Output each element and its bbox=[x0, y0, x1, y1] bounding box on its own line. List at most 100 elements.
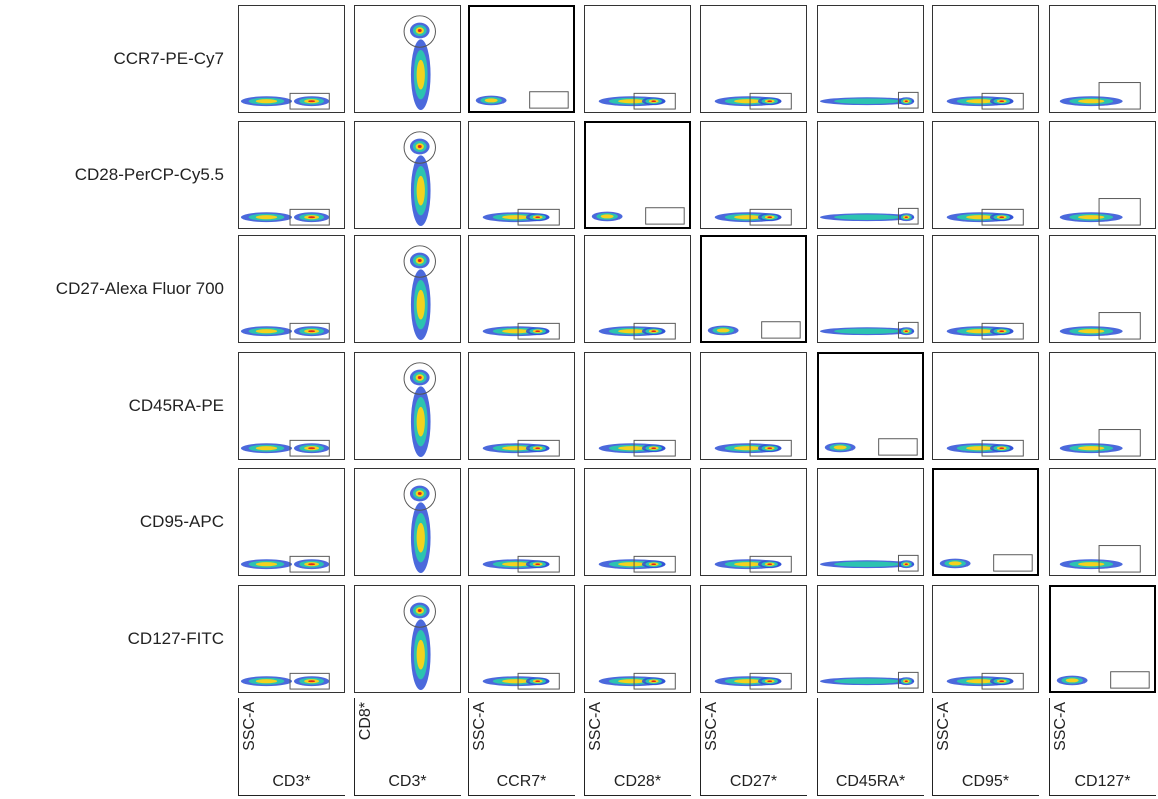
y-axis-line bbox=[817, 698, 818, 796]
cell-population bbox=[1059, 443, 1123, 454]
density-plot bbox=[598, 555, 676, 573]
scatter-panel bbox=[700, 352, 807, 460]
density-plot bbox=[403, 131, 436, 227]
scatter-panel bbox=[584, 585, 691, 693]
cell-population bbox=[240, 96, 292, 107]
density-plot bbox=[714, 208, 792, 226]
cell-population bbox=[641, 327, 666, 336]
density-plot bbox=[1059, 545, 1141, 573]
cell-population bbox=[757, 97, 782, 106]
x-axis-line bbox=[584, 795, 691, 796]
cell-population bbox=[525, 327, 550, 336]
density-plot bbox=[240, 208, 330, 226]
scatter-panel bbox=[354, 121, 461, 229]
cd8-population bbox=[409, 369, 430, 386]
scatter-panel bbox=[700, 235, 807, 343]
density-plot bbox=[714, 672, 792, 690]
cd8-population bbox=[410, 386, 431, 458]
gate-rect bbox=[749, 208, 792, 226]
cd8-population bbox=[409, 138, 430, 155]
gate-rect bbox=[993, 554, 1033, 572]
scatter-panel bbox=[932, 121, 1039, 229]
x-axis-line bbox=[238, 795, 345, 796]
scatter-panel bbox=[817, 468, 924, 576]
gate-rect bbox=[897, 671, 919, 689]
scatter-panel bbox=[238, 352, 345, 460]
cell-population bbox=[1059, 96, 1123, 107]
scatter-panel bbox=[817, 121, 924, 229]
scatter-panel bbox=[932, 352, 1039, 460]
gate-rect bbox=[529, 91, 569, 109]
cell-population bbox=[293, 443, 330, 454]
cell-population bbox=[293, 212, 330, 223]
axis-corner: CD27* SSC-A bbox=[700, 698, 807, 796]
y-axis-label: SSC-A bbox=[587, 702, 604, 751]
gate-rect bbox=[517, 208, 560, 226]
y-axis-line bbox=[354, 698, 355, 796]
gate-rect bbox=[1098, 312, 1141, 340]
cell-population bbox=[819, 677, 915, 686]
axis-corner: CD127* SSC-A bbox=[1049, 698, 1156, 796]
gate-rect bbox=[749, 439, 792, 457]
row-label: CD95-APC bbox=[139, 512, 224, 531]
cd8-population bbox=[409, 602, 430, 619]
density-plot bbox=[1059, 429, 1141, 457]
y-axis-label: SSC-A bbox=[935, 702, 952, 751]
gate-rect bbox=[897, 207, 919, 225]
density-plot bbox=[482, 322, 560, 340]
scatter-panel bbox=[817, 5, 924, 113]
scatter-panel bbox=[700, 585, 807, 693]
cell-population bbox=[898, 213, 915, 222]
scatter-panel bbox=[700, 468, 807, 576]
gate-rect bbox=[633, 439, 676, 457]
cell-population bbox=[819, 327, 915, 336]
row-label: CD27-Alexa Fluor 700 bbox=[55, 279, 224, 298]
y-axis-label: SSC-A bbox=[471, 702, 488, 751]
density-plot bbox=[714, 92, 792, 110]
gate-rect bbox=[761, 321, 801, 339]
y-axis-line bbox=[238, 698, 239, 796]
x-axis-label: CD3* bbox=[388, 773, 427, 790]
gate-rect bbox=[517, 322, 560, 340]
cd8-population bbox=[410, 155, 431, 227]
y-axis-line bbox=[468, 698, 469, 796]
axis-corner: CCR7* SSC-A bbox=[468, 698, 575, 796]
cd8-population bbox=[410, 269, 431, 341]
density-plot bbox=[598, 672, 676, 690]
density-plot bbox=[475, 91, 569, 109]
scatter-panel bbox=[932, 468, 1039, 576]
gate-rect bbox=[289, 208, 330, 226]
gate-rect bbox=[1098, 82, 1141, 110]
scatter-panel bbox=[817, 585, 924, 693]
x-axis-line bbox=[817, 795, 924, 796]
cell-population bbox=[591, 211, 623, 222]
density-plot bbox=[482, 208, 560, 226]
gate-rect bbox=[981, 208, 1024, 226]
gate-circle bbox=[403, 478, 436, 511]
scatter-panel bbox=[354, 585, 461, 693]
scatter-panel bbox=[354, 5, 461, 113]
cell-population bbox=[525, 444, 550, 453]
density-plot bbox=[240, 92, 330, 110]
cell-population bbox=[989, 213, 1014, 222]
scatter-panel bbox=[468, 468, 575, 576]
density-plot bbox=[1056, 671, 1150, 689]
gate-rect bbox=[1098, 429, 1141, 457]
axis-corner: CD45RA* bbox=[817, 698, 924, 796]
x-axis-label: CD45RA* bbox=[835, 773, 906, 790]
gate-rect bbox=[289, 439, 330, 457]
scatter-panel bbox=[584, 235, 691, 343]
gate-circle bbox=[403, 15, 436, 48]
gate-rect bbox=[749, 92, 792, 110]
cd8-population bbox=[410, 619, 431, 691]
cell-population bbox=[707, 325, 739, 336]
cell-population bbox=[240, 559, 292, 570]
scatter-panel bbox=[238, 585, 345, 693]
cell-population bbox=[757, 677, 782, 686]
y-axis-line bbox=[584, 698, 585, 796]
cell-population bbox=[989, 97, 1014, 106]
density-plot bbox=[819, 91, 919, 109]
density-plot bbox=[939, 554, 1033, 572]
scatter-panel bbox=[468, 5, 575, 113]
x-axis-line bbox=[932, 795, 1039, 796]
